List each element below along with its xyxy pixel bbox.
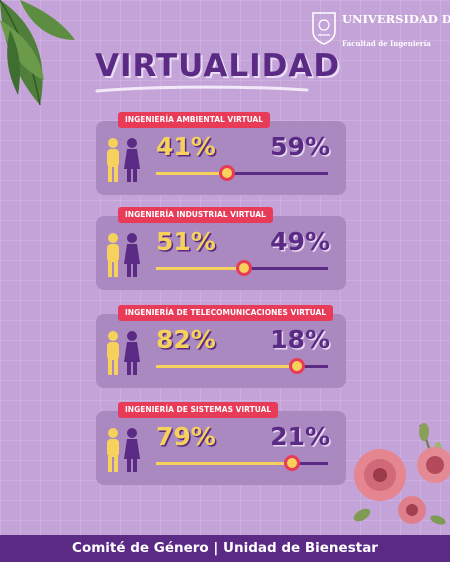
program-name-badge: INGENIERÍA AMBIENTAL VIRTUAL: [118, 112, 271, 128]
program-name-badge: INGENIERÍA DE TELECOMUNICACIONES VIRTUAL: [118, 305, 334, 321]
women-percentage: 41%: [156, 132, 216, 161]
program-card: INGENIERÍA INDUSTRIAL VIRTUAL 51% 49%: [96, 207, 346, 290]
gender-split-bar: [156, 260, 328, 276]
page-title: VIRTUALIDAD: [95, 48, 341, 84]
gender-figures-icon: [107, 233, 140, 277]
women-share-fill: [156, 267, 244, 270]
men-percentage: 59%: [270, 132, 330, 161]
women-percentage: 82%: [156, 325, 216, 354]
title-underline: [95, 85, 309, 93]
split-marker: [283, 455, 300, 471]
gender-split-bar: [156, 455, 328, 471]
gender-split-bar: [156, 358, 328, 374]
men-percentage: 49%: [270, 227, 330, 256]
program-name-badge: INGENIERÍA DE SISTEMAS VIRTUAL: [118, 402, 279, 418]
gender-figures-icon: [107, 331, 140, 375]
university-logo: UNIVERSIDAD DE ANTIOQUIA Facultad de Ing…: [310, 11, 450, 48]
men-percentage: 18%: [270, 325, 330, 354]
faculty-name: Facultad de Ingeniería: [342, 39, 431, 48]
program-name-badge: INGENIERÍA INDUSTRIAL VIRTUAL: [118, 207, 273, 223]
split-marker: [289, 358, 306, 374]
women-share-fill: [156, 462, 292, 465]
university-name: UNIVERSIDAD DE ANTIOQUIA: [342, 12, 450, 26]
gender-split-bar: [156, 165, 328, 181]
women-share-fill: [156, 365, 298, 368]
men-percentage: 21%: [270, 422, 330, 451]
split-marker: [218, 165, 235, 181]
program-card: INGENIERÍA DE TELECOMUNICACIONES VIRTUAL…: [96, 305, 346, 388]
gender-figures-icon: [107, 428, 140, 472]
leaves-illustration: [0, 0, 75, 106]
gender-figures-icon: [107, 138, 140, 182]
split-marker: [235, 260, 252, 276]
footer-banner: Comité de Género | Unidad de Bienestar: [0, 535, 450, 562]
roses-illustration: [353, 423, 450, 525]
women-percentage: 79%: [156, 422, 216, 451]
women-percentage: 51%: [156, 227, 216, 256]
program-card: INGENIERÍA AMBIENTAL VIRTUAL 41% 59%: [96, 112, 346, 195]
program-card: INGENIERÍA DE SISTEMAS VIRTUAL 79% 21%: [96, 402, 346, 485]
university-seal-icon: [312, 12, 336, 45]
women-share-fill: [156, 172, 227, 175]
